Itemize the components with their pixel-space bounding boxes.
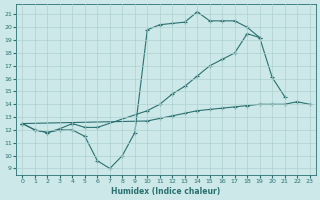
X-axis label: Humidex (Indice chaleur): Humidex (Indice chaleur) <box>111 187 221 196</box>
